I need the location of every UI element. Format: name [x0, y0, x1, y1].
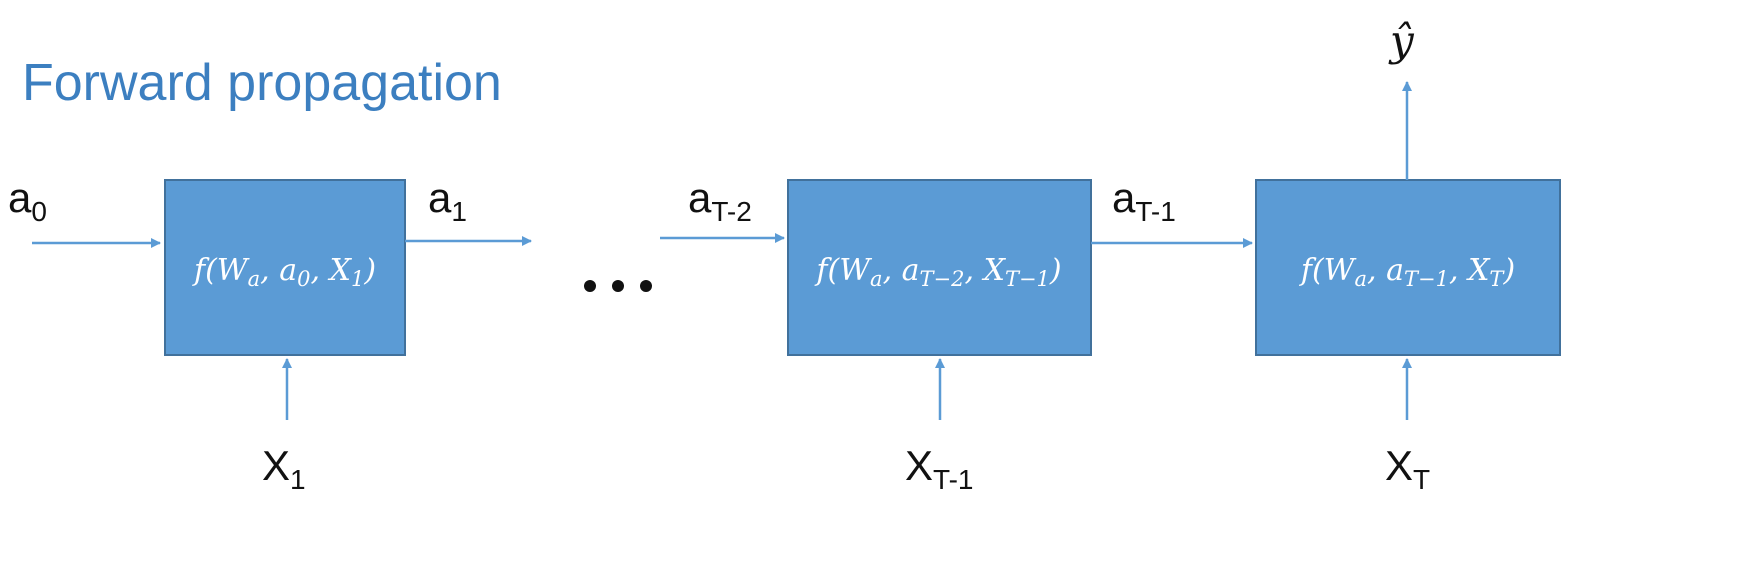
rnn-cell-1 [164, 179, 406, 356]
ellipsis-dot [612, 280, 624, 292]
label-a1: a1 [428, 174, 467, 227]
cell-t-formula: f(Wa, aT−1, XT) [1299, 253, 1515, 291]
ellipsis-dot [584, 280, 596, 292]
label-aT2: aT-2 [688, 174, 752, 227]
ellipsis-dot [640, 280, 652, 292]
rnn-cell-t-minus-1 [787, 179, 1092, 356]
label-yhat: ŷ [1388, 16, 1415, 65]
ellipsis-text: ... [601, 255, 634, 299]
label-xT1: XT-1 [905, 442, 973, 495]
diagram-title: Forward propagation [22, 54, 502, 112]
label-x1: X1 [262, 442, 306, 495]
label-xT: XT [1385, 442, 1430, 495]
label-aT1: aT-1 [1112, 174, 1176, 227]
label-a0: a0 [8, 174, 47, 227]
ellipsis-dots [584, 280, 652, 292]
cell-1-formula: f(Wa, a0, X1) [192, 253, 376, 291]
cell-t-minus-1-formula: f(Wa, aT−2, XT−1) [814, 253, 1061, 291]
